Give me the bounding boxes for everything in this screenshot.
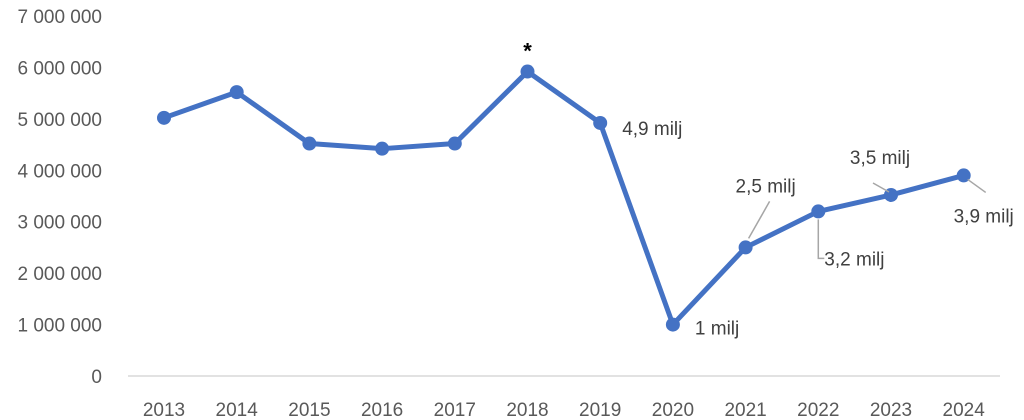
asterisk-marker: * bbox=[523, 39, 532, 64]
x-tick-label: 2022 bbox=[797, 400, 839, 420]
data-point bbox=[665, 317, 680, 332]
y-tick-label: 6 000 000 bbox=[17, 58, 102, 79]
x-tick-label: 2018 bbox=[506, 400, 548, 420]
y-tick-label: 3 000 000 bbox=[17, 213, 102, 234]
y-axis: 0 1 000 000 2 000 000 3 000 000 4 000 000 5 0… bbox=[17, 7, 102, 388]
x-tick-label: 2016 bbox=[361, 400, 403, 420]
data-point bbox=[447, 136, 462, 151]
x-tick-label: 2020 bbox=[652, 400, 694, 420]
data-label: 3,9 milj bbox=[954, 206, 1014, 227]
y-tick-label: 7 000 000 bbox=[17, 7, 102, 28]
data-point bbox=[520, 64, 535, 79]
data-point bbox=[738, 240, 753, 255]
x-tick-label: 2014 bbox=[216, 400, 259, 420]
data-labels: * 4,9 milj 1 milj 2,5 milj 3,2 milj 3,5 milj 3… bbox=[523, 39, 1014, 340]
x-tick-label: 2023 bbox=[870, 400, 912, 420]
data-point bbox=[302, 136, 317, 151]
leader-line bbox=[747, 201, 771, 239]
data-point bbox=[229, 85, 244, 100]
data-point bbox=[956, 168, 971, 183]
leader-line bbox=[967, 178, 987, 194]
x-tick-label: 2021 bbox=[724, 400, 766, 420]
leader-line bbox=[872, 182, 890, 193]
data-points bbox=[157, 64, 971, 332]
data-point bbox=[593, 115, 608, 130]
x-tick-label: 2013 bbox=[143, 400, 185, 420]
y-tick-label: 1 000 000 bbox=[17, 316, 102, 337]
data-label: 2,5 milj bbox=[736, 176, 796, 197]
data-label: 3,2 milj bbox=[824, 249, 884, 270]
leader-line bbox=[817, 219, 825, 260]
y-tick-label: 2 000 000 bbox=[17, 264, 102, 285]
data-point bbox=[811, 204, 826, 219]
x-axis: 2013 2014 2015 2016 2017 2018 2019 2020 2021 2022… bbox=[143, 400, 985, 420]
x-tick-label: 2017 bbox=[434, 400, 476, 420]
data-point bbox=[157, 110, 171, 125]
series-line bbox=[161, 69, 967, 328]
data-label: 3,5 milj bbox=[850, 148, 910, 169]
data-label: 1 milj bbox=[695, 319, 739, 340]
data-point bbox=[375, 141, 390, 156]
x-tick-label: 2015 bbox=[288, 400, 330, 420]
x-tick-label: 2019 bbox=[579, 400, 621, 420]
y-tick-label: 4 000 000 bbox=[17, 161, 102, 182]
y-tick-label: 5 000 000 bbox=[17, 110, 102, 131]
y-tick-label: 0 bbox=[91, 367, 102, 388]
data-label: 4,9 milj bbox=[622, 119, 682, 140]
x-tick-label: 2024 bbox=[943, 400, 986, 420]
